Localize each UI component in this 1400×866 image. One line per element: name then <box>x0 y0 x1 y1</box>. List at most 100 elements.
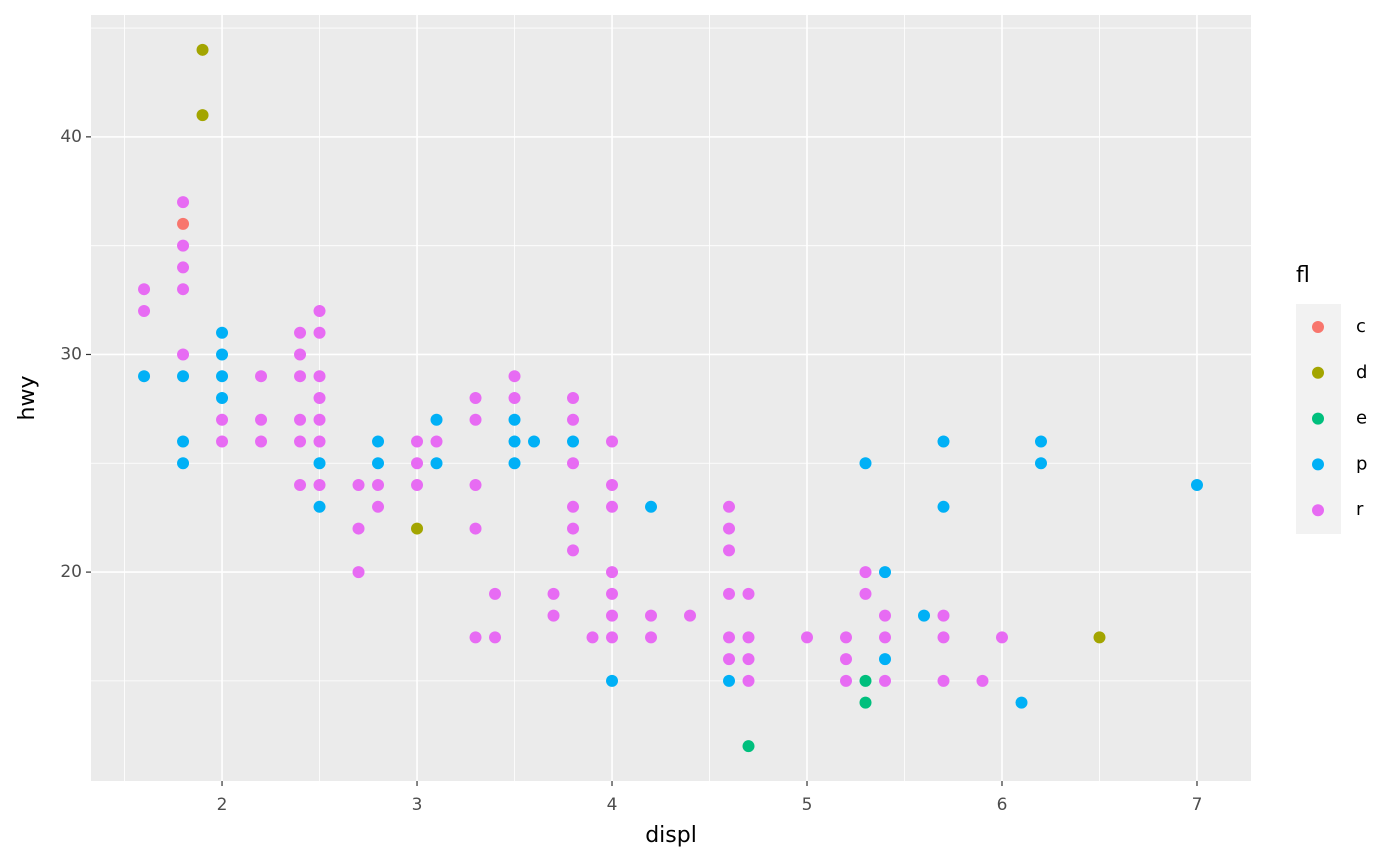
point <box>723 522 736 535</box>
point <box>372 435 385 448</box>
point <box>995 631 1008 644</box>
legend-label: p <box>1356 453 1367 474</box>
point <box>430 435 443 448</box>
point <box>879 653 892 666</box>
x-tick-label: 3 <box>412 795 423 815</box>
point <box>255 435 268 448</box>
point <box>313 479 326 492</box>
point <box>216 348 229 361</box>
point <box>859 457 872 470</box>
point <box>313 304 326 317</box>
point <box>508 457 521 470</box>
point <box>723 653 736 666</box>
point <box>177 370 190 383</box>
point <box>372 500 385 513</box>
legend-label: c <box>1356 316 1366 337</box>
point <box>469 413 482 426</box>
point <box>879 609 892 622</box>
points <box>138 43 1203 753</box>
point <box>645 500 658 513</box>
point <box>742 653 755 666</box>
point <box>567 522 580 535</box>
point <box>216 435 229 448</box>
point <box>723 587 736 600</box>
legend-key <box>1312 504 1324 517</box>
point <box>859 696 872 709</box>
point <box>196 43 209 56</box>
point <box>840 631 853 644</box>
point <box>645 631 658 644</box>
legend-title: fl <box>1296 263 1310 288</box>
point <box>489 587 502 600</box>
point <box>177 283 190 296</box>
point <box>294 435 307 448</box>
point <box>313 435 326 448</box>
point <box>859 587 872 600</box>
point <box>586 631 599 644</box>
point <box>352 479 365 492</box>
point <box>313 457 326 470</box>
point <box>313 326 326 339</box>
point <box>313 370 326 383</box>
point <box>469 631 482 644</box>
point <box>469 522 482 535</box>
point <box>138 304 151 317</box>
legend-label: r <box>1356 499 1364 520</box>
point <box>177 239 190 252</box>
point <box>742 587 755 600</box>
point <box>840 653 853 666</box>
y-tick-label: 40 <box>60 127 82 147</box>
point <box>313 500 326 513</box>
point <box>840 674 853 687</box>
point <box>469 392 482 404</box>
point <box>606 566 619 579</box>
point <box>216 413 229 426</box>
x-tick-label: 2 <box>217 795 228 815</box>
point <box>859 674 872 687</box>
x-tick-label: 7 <box>1192 795 1203 815</box>
point <box>508 370 521 383</box>
point <box>216 326 229 339</box>
x-axis-title: displ <box>645 823 697 848</box>
legend-key <box>1312 321 1324 333</box>
point <box>294 326 307 339</box>
y-tick-label: 30 <box>60 344 82 364</box>
point <box>255 370 268 383</box>
point <box>216 392 229 404</box>
x-tick-label: 5 <box>802 795 813 815</box>
point <box>606 587 619 600</box>
point <box>723 544 736 557</box>
legend-label: e <box>1356 408 1367 429</box>
point <box>879 674 892 687</box>
point <box>918 609 931 622</box>
point <box>723 674 736 687</box>
point <box>177 217 190 230</box>
point <box>177 196 190 209</box>
point <box>937 674 950 687</box>
point <box>1034 435 1047 448</box>
legend-key <box>1312 412 1324 425</box>
point <box>645 609 658 622</box>
point <box>742 674 755 687</box>
point <box>742 740 755 753</box>
point <box>411 479 424 492</box>
point <box>567 500 580 513</box>
point <box>742 631 755 644</box>
point <box>508 413 521 426</box>
point <box>723 500 736 513</box>
point <box>313 413 326 426</box>
point <box>1034 457 1047 470</box>
point <box>723 631 736 644</box>
point <box>216 370 229 383</box>
point <box>196 109 209 122</box>
legend-label: d <box>1356 362 1367 383</box>
legend-key <box>1312 366 1324 379</box>
point <box>508 392 521 404</box>
point <box>606 479 619 492</box>
point <box>411 457 424 470</box>
point <box>372 479 385 492</box>
point <box>1190 479 1203 492</box>
point <box>255 413 268 426</box>
point <box>567 457 580 470</box>
